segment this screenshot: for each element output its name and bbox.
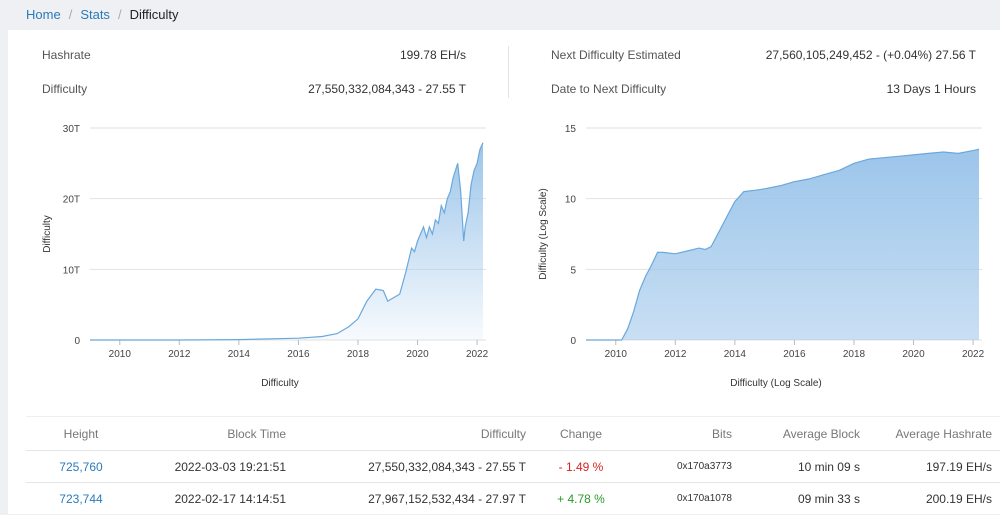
average-hashrate-cell: 197.19 EH/s	[860, 450, 1000, 483]
x-axis-label: Difficulty	[261, 378, 299, 389]
next-date-value: 13 Days 1 Hours	[886, 82, 976, 96]
col-block-time[interactable]: Block Time	[136, 416, 286, 451]
x-tick-label: 2010	[605, 349, 628, 360]
y-tick-label: 10T	[63, 265, 80, 276]
breadcrumb-home[interactable]: Home	[26, 7, 61, 22]
y-tick-label: 0	[570, 336, 576, 347]
x-tick-label: 2016	[783, 349, 806, 360]
col-average-block[interactable]: Average Block	[732, 416, 860, 451]
difficulty-cell: 27,967,152,532,434 - 27.97 T	[286, 482, 526, 515]
series-line	[90, 142, 484, 341]
block-time: 2022-02-17 14:14:51	[136, 482, 286, 515]
y-tick-label: 0	[74, 336, 80, 347]
breadcrumb: Home / Stats / Difficulty	[0, 0, 1000, 30]
x-tick-label: 2014	[228, 349, 251, 360]
series-area	[90, 142, 483, 340]
x-tick-label: 2016	[287, 349, 310, 360]
table-header-row: Height Block Time Difficulty Change Bits…	[26, 416, 1000, 451]
difficulty-log-chart: 0 5 10 15 2010 2012 2014 2016 2018 2020 2022 Diffic…	[538, 124, 985, 389]
next-date-label: Date to Next Difficulty	[551, 82, 667, 96]
next-difficulty-value: 27,560,105,249,452 - (+0.04%) 27.56 T	[765, 48, 976, 62]
y-tick-label: 10	[565, 195, 577, 206]
difficulty-cell: 27,550,332,084,343 - 27.55 T	[286, 450, 526, 483]
table-row: 723,744 2022-02-17 14:14:51 27,967,152,5…	[26, 482, 1000, 515]
hashrate-value: 199.78 EH/s	[399, 48, 466, 62]
col-height[interactable]: Height	[26, 416, 136, 451]
average-hashrate-cell: 200.19 EH/s	[860, 482, 1000, 515]
block-height-link[interactable]: 723,744	[59, 491, 103, 506]
table-row: 725,760 2022-03-03 19:21:51 27,550,332,0…	[26, 450, 1000, 483]
divider	[508, 46, 509, 98]
x-tick-label: 2012	[168, 349, 191, 360]
difficulty-value: 27,550,332,084,343 - 27.55 T	[308, 82, 466, 96]
change-cell: + 4.78 %	[526, 482, 636, 515]
hashrate-label: Hashrate	[42, 48, 91, 62]
average-block-cell: 10 min 09 s	[732, 450, 860, 483]
col-change[interactable]: Change	[526, 416, 636, 451]
difficulty-panel: Hashrate 199.78 EH/s Difficulty 27,550,3…	[8, 30, 1000, 515]
average-block-cell: 09 min 33 s	[732, 482, 860, 515]
next-difficulty-label: Next Difficulty Estimated	[551, 48, 681, 62]
y-tick-label: 20T	[63, 195, 80, 206]
x-tick-label: 2012	[664, 349, 687, 360]
x-tick-label: 2020	[902, 349, 925, 360]
x-tick-label: 2018	[347, 349, 370, 360]
col-average-hashrate[interactable]: Average Hashrate	[860, 416, 1000, 451]
col-difficulty[interactable]: Difficulty	[286, 416, 526, 451]
y-axis-label: Difficulty (Log Scale)	[538, 188, 549, 280]
block-time: 2022-03-03 19:21:51	[136, 450, 286, 483]
block-height-link[interactable]: 725,760	[59, 459, 103, 474]
y-tick-label: 5	[570, 265, 576, 276]
x-tick-label: 2010	[109, 349, 132, 360]
y-tick-label: 30T	[63, 124, 80, 135]
bits-cell: 0x170a1078	[636, 482, 732, 515]
x-axis-label: Difficulty (Log Scale)	[730, 378, 822, 389]
x-tick-label: 2022	[466, 349, 489, 360]
change-cell: - 1.49 %	[526, 450, 636, 483]
col-bits[interactable]: Bits	[636, 416, 732, 451]
difficulty-table: Height Block Time Difficulty Change Bits…	[26, 416, 1000, 515]
x-tick-label: 2014	[724, 349, 747, 360]
y-axis-label: Difficulty	[42, 215, 53, 253]
x-tick-label: 2018	[843, 349, 866, 360]
series-line	[586, 148, 980, 341]
breadcrumb-stats[interactable]: Stats	[80, 7, 110, 22]
breadcrumb-current: Difficulty	[129, 7, 179, 22]
bits-cell: 0x170a3773	[636, 450, 732, 483]
y-tick-label: 15	[565, 124, 577, 135]
series-area	[586, 149, 979, 340]
difficulty-label: Difficulty	[42, 82, 88, 96]
x-tick-label: 2020	[406, 349, 429, 360]
x-tick-label: 2022	[962, 349, 985, 360]
difficulty-chart: 0 10T 20T 30T 2010 2012 2014 2016 2018 2020 2022 Di…	[42, 124, 489, 389]
breadcrumb-separator: /	[117, 7, 122, 22]
breadcrumb-separator: /	[68, 7, 73, 22]
